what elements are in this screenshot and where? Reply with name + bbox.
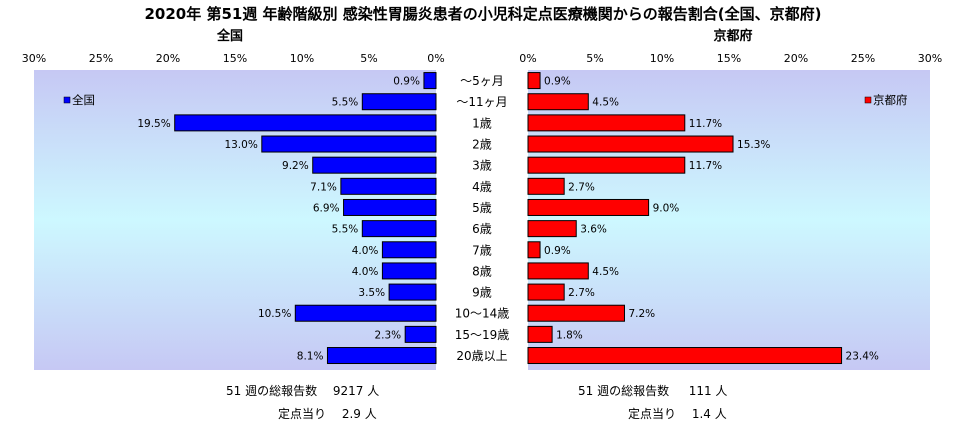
legend-swatch-kyoto [864,96,872,104]
bar-kyoto [527,93,589,111]
category-label: 3歳 [472,159,492,173]
data-label-kyoto: 0.9% [544,76,571,88]
category-label: 5歳 [472,201,492,215]
category-label: 6歳 [472,222,492,236]
bar-kyoto [527,241,541,259]
chart-title: 2020年 第51週 年齢階級別 感染性胃腸炎患者の小児科定点医療機関からの報告… [144,5,821,23]
bar-kyoto [527,156,686,174]
category-label: ～11ヶ月 [456,95,507,109]
category-label: 10～14歳 [455,307,510,321]
bar-kyoto [527,347,843,365]
bar-zenkoku [388,283,437,301]
data-label-kyoto: 9.0% [653,202,680,214]
bar-kyoto [527,304,625,322]
data-label-zenkoku: 5.5% [332,97,359,109]
bar-zenkoku [361,220,437,238]
data-label-kyoto: 15.3% [737,139,770,151]
category-label: 7歳 [472,243,492,257]
data-label-kyoto: 7.2% [628,308,655,320]
category-label: 9歳 [472,286,492,300]
data-label-kyoto: 2.7% [568,181,595,193]
bar-zenkoku [381,241,437,259]
data-label-zenkoku: 7.1% [310,181,337,193]
left-axis-tick-label: 5% [360,52,377,65]
data-label-kyoto: 4.5% [592,97,619,109]
data-label-zenkoku: 4.0% [352,266,379,278]
data-label-kyoto: 11.7% [689,160,722,172]
data-label-zenkoku: 0.9% [393,76,420,88]
bar-zenkoku [361,93,437,111]
data-label-kyoto: 3.6% [580,224,607,236]
data-label-zenkoku: 19.5% [137,118,170,130]
right-per-sentinel: 定点当り 1.4 人 [628,407,727,421]
bar-kyoto [527,198,650,216]
left-axis-tick-label: 20% [156,52,180,65]
data-label-kyoto: 23.4% [846,351,879,363]
bar-kyoto [527,262,589,280]
right-axis-tick-label: 15% [717,52,741,65]
data-label-kyoto: 0.9% [544,245,571,257]
legend-label-zenkoku: 全国 [72,93,95,107]
data-label-zenkoku: 9.2% [282,160,309,172]
left-per-sentinel: 定点当り 2.9 人 [278,407,377,421]
category-label: 15～19歳 [455,328,510,342]
data-label-kyoto: 1.8% [556,329,583,341]
right-axis-tick-label: 20% [784,52,808,65]
bar-zenkoku [261,135,437,153]
right-axis-tick-label: 25% [851,52,875,65]
data-label-kyoto: 4.5% [592,266,619,278]
bar-zenkoku [423,72,437,90]
right-axis-tick-label: 10% [650,52,674,65]
bar-zenkoku [381,262,437,280]
legend-swatch-zenkoku [63,96,71,104]
bar-zenkoku [340,177,437,195]
bar-kyoto [527,135,734,153]
category-label: 8歳 [472,264,492,278]
bar-zenkoku [174,114,437,132]
left-axis-tick-label: 0% [427,52,444,65]
data-label-zenkoku: 3.5% [358,287,385,299]
right-panel-title: 京都府 [713,28,752,44]
left-axis-tick-label: 10% [290,52,314,65]
legend-label-kyoto: 京都府 [873,93,908,107]
category-label: 20歳以上 [456,349,507,363]
bar-zenkoku [326,347,437,365]
data-label-zenkoku: 13.0% [224,139,257,151]
left-panel-title: 全国 [216,28,243,44]
left-axis-tick-label: 15% [223,52,247,65]
right-axis-tick-label: 5% [586,52,603,65]
data-label-kyoto: 11.7% [689,118,722,130]
category-label: ～5ヶ月 [460,74,504,88]
bar-zenkoku [312,156,437,174]
bar-zenkoku [404,325,437,343]
category-label: 1歳 [472,116,492,130]
data-label-zenkoku: 4.0% [352,245,379,257]
data-label-zenkoku: 5.5% [332,224,359,236]
right-total-reports: 51 週の総報告数 111 人 [578,384,728,398]
bar-zenkoku [294,304,437,322]
bar-kyoto [527,283,565,301]
right-axis-tick-label: 0% [519,52,536,65]
data-label-kyoto: 2.7% [568,287,595,299]
data-label-zenkoku: 6.9% [313,202,340,214]
left-axis-tick-label: 30% [22,52,46,65]
bar-kyoto [527,325,553,343]
category-label: 2歳 [472,138,492,152]
bar-kyoto [527,220,577,238]
bar-kyoto [527,177,565,195]
right-axis-tick-label: 30% [918,52,942,65]
left-total-reports: 51 週の総報告数 9217 人 [226,384,380,398]
bar-kyoto [527,72,541,90]
data-label-zenkoku: 10.5% [258,308,291,320]
bar-kyoto [527,114,686,132]
category-label: 4歳 [472,180,492,194]
bar-zenkoku [343,198,437,216]
data-label-zenkoku: 2.3% [374,329,401,341]
left-axis-tick-label: 25% [89,52,113,65]
data-label-zenkoku: 8.1% [297,351,324,363]
